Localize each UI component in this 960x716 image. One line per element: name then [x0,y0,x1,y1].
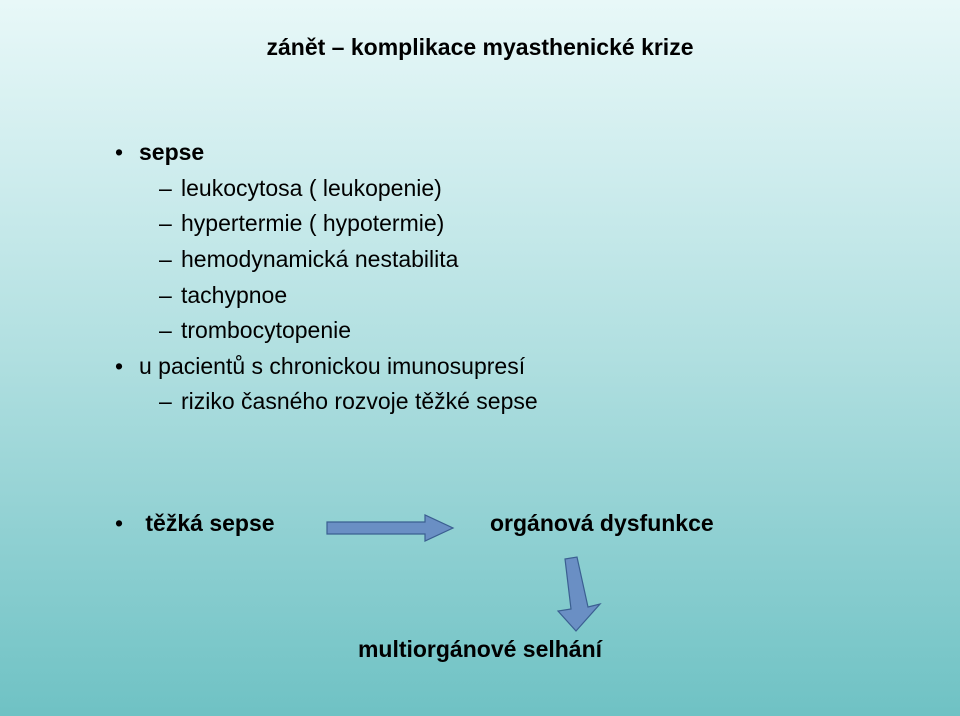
bullet-dot-icon: • [115,135,139,171]
dash-icon: – [159,313,181,349]
bullet-sepse: • sepse [115,135,538,171]
dash-icon: – [159,242,181,278]
dash-icon: – [159,384,181,420]
final-label: multiorgánové selhání [0,636,960,663]
bullet-imunosuprese: • u pacientů s chronickou imunosupresí [115,349,538,385]
slide-title: zánět – komplikace myasthenické krize [0,34,960,61]
sub-item: – leukocytosa ( leukopenie) [159,171,538,207]
bullet-label: sepse [139,135,204,171]
dash-icon: – [159,278,181,314]
sub-text: leukocytosa ( leukopenie) [181,171,442,207]
sub-text: trombocytopenie [181,313,351,349]
bottom-right-label: orgánová dysfunkce [490,510,714,537]
dash-icon: – [159,206,181,242]
sub-item: – tachypnoe [159,278,538,314]
sub-text: hypertermie ( hypotermie) [181,206,444,242]
bullet-dot-icon: • [115,510,139,537]
sub-text: tachypnoe [181,278,287,314]
sub-item: – hypertermie ( hypotermie) [159,206,538,242]
sub-item: – riziko časného rozvoje těžké sepse [159,384,538,420]
sub-text: hemodynamická nestabilita [181,242,458,278]
bullet-label: u pacientů s chronickou imunosupresí [139,349,525,385]
sub-item: – hemodynamická nestabilita [159,242,538,278]
dash-icon: – [159,171,181,207]
bullet-dot-icon: • [115,349,139,385]
slide: zánět – komplikace myasthenické krize • … [0,0,960,716]
arrow-right-icon [325,512,455,544]
sub-item: – trombocytopenie [159,313,538,349]
content-block: • sepse – leukocytosa ( leukopenie) – hy… [115,135,538,420]
arrow-down-icon [548,555,618,633]
bottom-left-label: těžká sepse [145,510,274,536]
sub-text: riziko časného rozvoje těžké sepse [181,384,538,420]
